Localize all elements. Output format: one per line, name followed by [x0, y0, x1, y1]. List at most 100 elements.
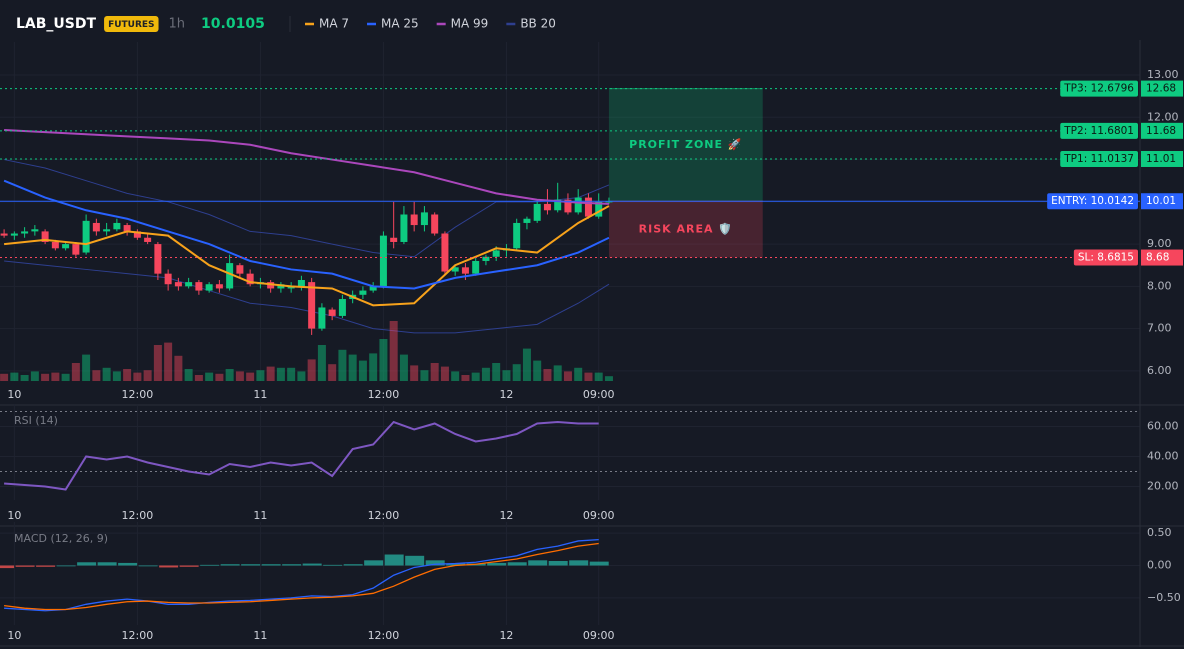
macd-histogram-bar [220, 564, 240, 566]
x-tick-label: 12:00 [122, 509, 154, 522]
macd-histogram-bar [159, 565, 179, 568]
level-axis-box [1141, 193, 1183, 210]
macd-histogram-bar [97, 562, 117, 566]
candle-body [318, 307, 326, 329]
volume-bar [369, 353, 378, 381]
candle-body [133, 231, 141, 238]
volume-bar [492, 363, 501, 381]
volume-bar [235, 371, 244, 381]
y-tick-label: 60.00 [1147, 420, 1179, 433]
macd-histogram-bar [56, 565, 76, 567]
macd-line [4, 542, 599, 611]
macd-histogram-bar [569, 560, 589, 566]
x-tick-label: 12:00 [368, 509, 400, 522]
badge-text: FUTURES [108, 20, 154, 30]
candle-body [564, 199, 572, 213]
candle-body [533, 203, 541, 221]
volume-bar [471, 372, 480, 381]
candle-body [441, 233, 449, 272]
candle-body [113, 222, 121, 230]
volume-bar [51, 372, 60, 381]
volume-bar [256, 370, 265, 381]
zone [608, 201, 763, 258]
macd-histogram-bar [261, 564, 281, 566]
candle-body [92, 222, 100, 232]
candle-body [185, 282, 193, 287]
pane-title: RSI (14) [14, 414, 58, 427]
level-axis-box [1141, 150, 1183, 167]
candle-body [82, 220, 90, 253]
volume-bar [358, 360, 367, 381]
candle-body [400, 214, 408, 242]
macd-histogram-bar [200, 564, 220, 566]
volume-bar [502, 370, 511, 381]
moving-average [3, 205, 610, 307]
macd-line [4, 538, 599, 612]
legend-label: MA 7 [319, 17, 349, 31]
volume-bar [338, 349, 347, 381]
macd-histogram-bar [528, 560, 548, 566]
y-tick-label: 0.50 [1147, 526, 1172, 539]
macd-histogram-bar [36, 565, 56, 567]
candle-body [482, 256, 490, 261]
candle-body [31, 229, 39, 232]
zone-label: RISK AREA 🛡️ [639, 222, 733, 235]
x-tick-label: 12 [499, 509, 513, 522]
candle-body [605, 201, 613, 203]
candle-body [420, 212, 428, 226]
volume-bar [451, 371, 460, 381]
candle-body [21, 231, 29, 234]
macd-histogram-bar [282, 564, 302, 566]
level-name: ENTRY: 10.0142 [1051, 195, 1134, 207]
volume-bar [420, 370, 429, 381]
badge [104, 16, 159, 32]
candle-body [431, 214, 439, 234]
x-tick-label: 12 [499, 629, 513, 642]
candle-body [328, 309, 336, 316]
candle-body [492, 250, 500, 257]
volume-bar [604, 376, 613, 381]
candle-body [123, 225, 131, 232]
volume-bar [563, 371, 572, 381]
pane-title: MACD (12, 26, 9) [14, 532, 108, 545]
volume-bar [399, 354, 408, 381]
x-tick-label: 10 [7, 388, 21, 401]
moving-average [4, 128, 609, 205]
legend-label: MA 99 [451, 17, 489, 31]
x-tick-label: 12:00 [122, 629, 154, 642]
x-tick-label: 09:00 [583, 388, 615, 401]
volume-bar [112, 371, 121, 381]
candle-body [205, 284, 213, 291]
candle-body [72, 244, 80, 255]
volume-bar [0, 373, 9, 381]
candle-body [297, 280, 305, 287]
x-tick-label: 10 [7, 509, 21, 522]
volume-bar [481, 367, 490, 381]
volume-bar [10, 372, 19, 381]
x-tick-label: 09:00 [583, 509, 615, 522]
macd-histogram-bar [0, 565, 15, 569]
last-price: 10.0105 [201, 16, 265, 32]
level-name-box [1060, 150, 1138, 167]
symbol: LAB_USDT [16, 16, 96, 32]
volume-bar [71, 363, 80, 381]
legend-label: MA 25 [381, 17, 419, 31]
level-name-box [1073, 249, 1138, 266]
candle-body [215, 284, 223, 289]
volume-bar [246, 372, 255, 381]
volume-bar [348, 354, 357, 381]
volume-bar [287, 367, 296, 381]
x-tick-label: 12 [499, 388, 513, 401]
level-name: TP2: 11.6801 [1063, 125, 1134, 137]
candle-body [62, 244, 70, 249]
volume-bar [194, 375, 203, 381]
interval: 1h [169, 17, 186, 32]
volume-bar [553, 365, 562, 381]
candle-body [338, 299, 346, 316]
macd-histogram-bar [138, 565, 158, 567]
x-tick-label: 11 [253, 509, 267, 522]
level-axis-box [1141, 249, 1183, 266]
legend-label: BB 20 [520, 17, 556, 31]
macd-histogram-bar [241, 564, 261, 566]
x-tick-label: 09:00 [583, 629, 615, 642]
